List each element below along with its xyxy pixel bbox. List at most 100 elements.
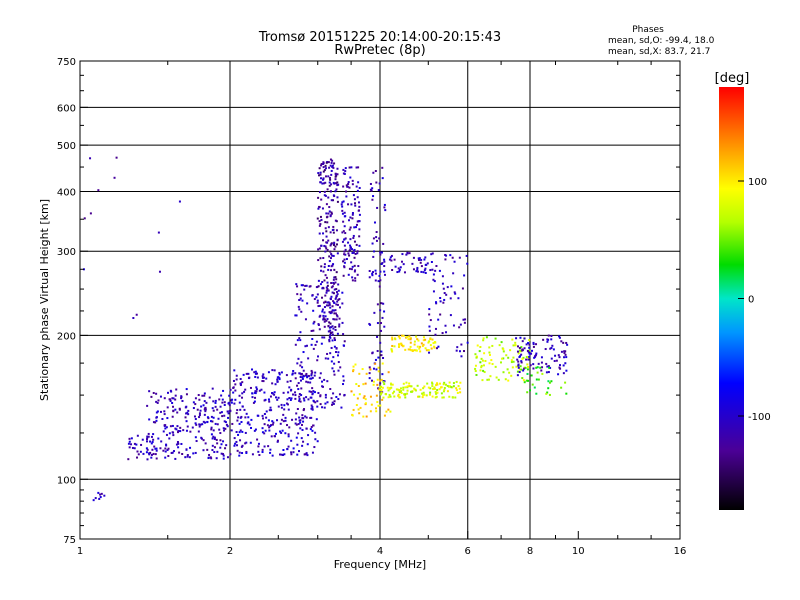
echo-point (368, 269, 371, 272)
echo-point (223, 429, 226, 432)
echo-point (203, 408, 206, 411)
echo-point (357, 166, 360, 169)
echo-point (220, 394, 223, 397)
echo-point (324, 194, 327, 197)
echo-point (216, 442, 219, 445)
echo-point (220, 411, 223, 414)
echo-point (299, 379, 302, 382)
echo-point (382, 357, 385, 360)
echo-point (520, 360, 523, 363)
echo-point (418, 257, 421, 260)
echo-point (400, 260, 403, 263)
echo-point (294, 422, 297, 425)
echo-point (200, 405, 203, 408)
echo-point (402, 334, 405, 337)
echo-point (312, 309, 315, 312)
echo-point (254, 391, 257, 394)
echo-point (435, 302, 438, 305)
echo-point (281, 454, 284, 457)
echo-point (336, 293, 339, 296)
echo-point (254, 390, 257, 393)
echo-point (431, 338, 434, 341)
echo-point (197, 430, 200, 433)
echo-point (311, 376, 314, 379)
echo-point (298, 299, 301, 302)
echo-point (406, 385, 409, 388)
echo-point (377, 404, 380, 407)
echo-point (298, 398, 301, 401)
echo-point (424, 347, 427, 350)
echo-point (235, 374, 238, 377)
echo-point (210, 428, 213, 431)
echo-point (325, 203, 328, 206)
echo-point (480, 357, 483, 360)
echo-point (172, 405, 175, 408)
echo-point (240, 421, 243, 424)
echo-point (342, 383, 345, 386)
echo-point (415, 335, 418, 338)
echo-point (262, 376, 265, 379)
echo-point (294, 418, 297, 421)
echo-point (319, 372, 322, 375)
echo-point (528, 352, 531, 355)
echo-point (319, 394, 322, 397)
echo-point (391, 338, 394, 341)
echo-point (457, 297, 460, 300)
echo-point (320, 218, 323, 221)
echo-point (351, 213, 354, 216)
echo-point (491, 344, 494, 347)
echo-point (256, 438, 259, 441)
echo-point (222, 457, 225, 460)
echo-point (406, 335, 409, 338)
echo-point (458, 387, 461, 390)
echo-point (152, 433, 155, 436)
echo-point (197, 394, 200, 397)
echo-point (342, 379, 345, 382)
echo-point (142, 452, 145, 455)
echo-point (276, 380, 279, 383)
echo-point (313, 374, 316, 377)
echo-point (280, 431, 283, 434)
echo-point (261, 451, 264, 454)
echo-point (210, 457, 213, 460)
echo-point (317, 355, 320, 358)
echo-point (313, 320, 316, 323)
echo-point (235, 440, 238, 443)
echo-point (382, 242, 385, 245)
echo-point (376, 401, 379, 404)
echo-point (335, 314, 338, 317)
echo-point (174, 398, 177, 401)
echo-point (283, 404, 286, 407)
echo-point (251, 368, 254, 371)
echo-point (316, 400, 319, 403)
echo-point (306, 454, 309, 457)
echo-point (165, 433, 168, 436)
echo-point (152, 421, 155, 424)
echo-point (336, 173, 339, 176)
echo-point (321, 178, 324, 181)
echo-point (165, 444, 168, 447)
echo-point (329, 306, 332, 309)
echo-point (325, 212, 328, 215)
echo-point (381, 362, 384, 365)
echo-point (429, 391, 432, 394)
echo-point (236, 409, 239, 412)
echo-point (527, 365, 530, 368)
echo-point (304, 284, 307, 287)
echo-point (300, 361, 303, 364)
echo-point (162, 449, 165, 452)
echo-point (443, 298, 446, 301)
echo-point (333, 276, 336, 279)
echo-point (433, 387, 436, 390)
echo-point (191, 426, 194, 429)
echo-point (235, 430, 238, 433)
echo-point (332, 263, 335, 266)
echo-point (323, 325, 326, 328)
echo-point (340, 406, 343, 409)
echo-point (251, 453, 254, 456)
echo-point (238, 401, 241, 404)
echo-point (147, 452, 150, 455)
echo-point (325, 304, 328, 307)
echo-point (239, 408, 242, 411)
echo-point (383, 325, 386, 328)
